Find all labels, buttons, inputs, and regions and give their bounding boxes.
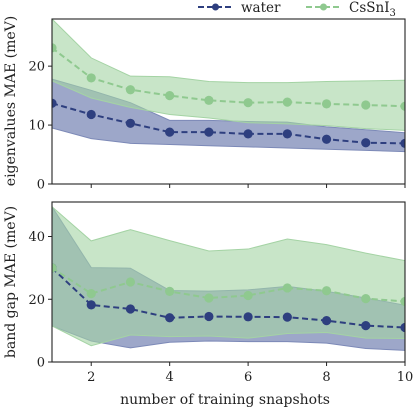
eig-point-cssni3-7 (282, 97, 292, 107)
gap-point-water-4 (165, 313, 175, 323)
gap-point-water-8 (321, 315, 332, 326)
eig-point-cssni3-1 (52, 43, 57, 53)
gap-point-water-2 (86, 300, 96, 310)
gap-point-water-5 (204, 311, 214, 322)
gap-line-water (52, 267, 405, 329)
eigenvalues-panel: 0 10 20 (28, 18, 406, 193)
gap-point-cssni3-5 (204, 293, 214, 303)
gap-point-water-3 (125, 304, 136, 314)
gap-xtick-label-4: 4 (166, 370, 174, 385)
eig-point-water-9 (361, 138, 371, 148)
gap-ytick-label-40: 40 (28, 230, 45, 245)
gap-point-water-6 (243, 312, 253, 322)
eig-axes-frame (51, 18, 406, 185)
gap-xtick-label-10: 10 (397, 370, 414, 385)
eig-point-cssni3-4 (165, 91, 175, 101)
gap-line-cssni3 (52, 267, 405, 303)
gap-point-water-9 (361, 321, 371, 331)
eig-point-water-1 (52, 98, 57, 108)
eig-point-cssni3-5 (204, 95, 214, 105)
gap-point-cssni3-1 (52, 263, 57, 273)
gap-point-cssni3-6 (243, 290, 253, 301)
eig-point-water-5 (204, 127, 214, 137)
eig-point-water-4 (165, 127, 175, 137)
gap-ytick-label-20: 20 (28, 293, 45, 308)
legend-label-water: water (241, 0, 281, 16)
eig-point-water-2 (86, 109, 96, 120)
eig-point-water-3 (125, 118, 136, 128)
eig-point-cssni3-10 (400, 101, 405, 111)
gap-point-water-7 (282, 312, 292, 322)
gap-point-cssni3-7 (282, 283, 292, 293)
gap-point-cssni3-10 (400, 296, 405, 307)
eig-point-water-7 (282, 129, 292, 139)
gap-point-cssni3-9 (361, 294, 371, 304)
y-axis-label-eigenvalues: eigenvalues MAE (meV) (3, 16, 19, 186)
y-axis-label-band-gap: band gap MAE (meV) (3, 206, 19, 358)
eig-point-water-6 (243, 129, 253, 139)
eig-line-cssni3 (52, 47, 405, 108)
legend-entry-water: water (198, 0, 281, 16)
gap-xtick-label-2: 2 (87, 370, 95, 385)
legend: water CsSnI3 (198, 0, 396, 19)
eig-ytick-label-20: 20 (28, 60, 45, 75)
band-gap-panel: 0 20 40 2 4 6 8 10 (28, 201, 414, 385)
gap-plot-area (52, 205, 405, 351)
gap-band-cssni3 (52, 206, 405, 347)
gap-point-cssni3-2 (86, 289, 96, 299)
gap-point-cssni3-4 (165, 286, 175, 297)
eig-point-cssni3-6 (243, 98, 253, 108)
gap-xtick-label-6: 6 (244, 370, 252, 385)
gap-point-cssni3-3 (125, 277, 136, 287)
legend-marker-water (212, 3, 219, 11)
eig-point-cssni3-3 (125, 85, 136, 95)
eig-ytick-label-0: 0 (37, 178, 45, 193)
gap-point-cssni3-8 (321, 286, 332, 296)
gap-ytick-label-0: 0 (37, 356, 45, 371)
eig-ytick-label-10: 10 (28, 119, 45, 134)
eig-point-water-10 (400, 138, 405, 148)
eig-point-cssni3-9 (361, 100, 371, 110)
eig-line-water (52, 102, 405, 145)
eig-point-cssni3-2 (86, 73, 96, 83)
x-axis-label: number of training snapshots (120, 392, 330, 408)
eig-band-water (52, 78, 405, 153)
legend-label-cssni3: CsSnI3 (349, 0, 396, 19)
eig-point-water-8 (321, 134, 332, 144)
gap-point-water-10 (400, 322, 405, 333)
legend-marker-cssni3 (320, 3, 327, 11)
legend-entry-cssni3: CsSnI3 (306, 0, 396, 19)
gap-axes-frame (51, 201, 406, 363)
gap-xtick-label-8: 8 (322, 370, 330, 385)
eig-point-cssni3-8 (321, 99, 332, 109)
eig-plot-area (52, 19, 405, 153)
